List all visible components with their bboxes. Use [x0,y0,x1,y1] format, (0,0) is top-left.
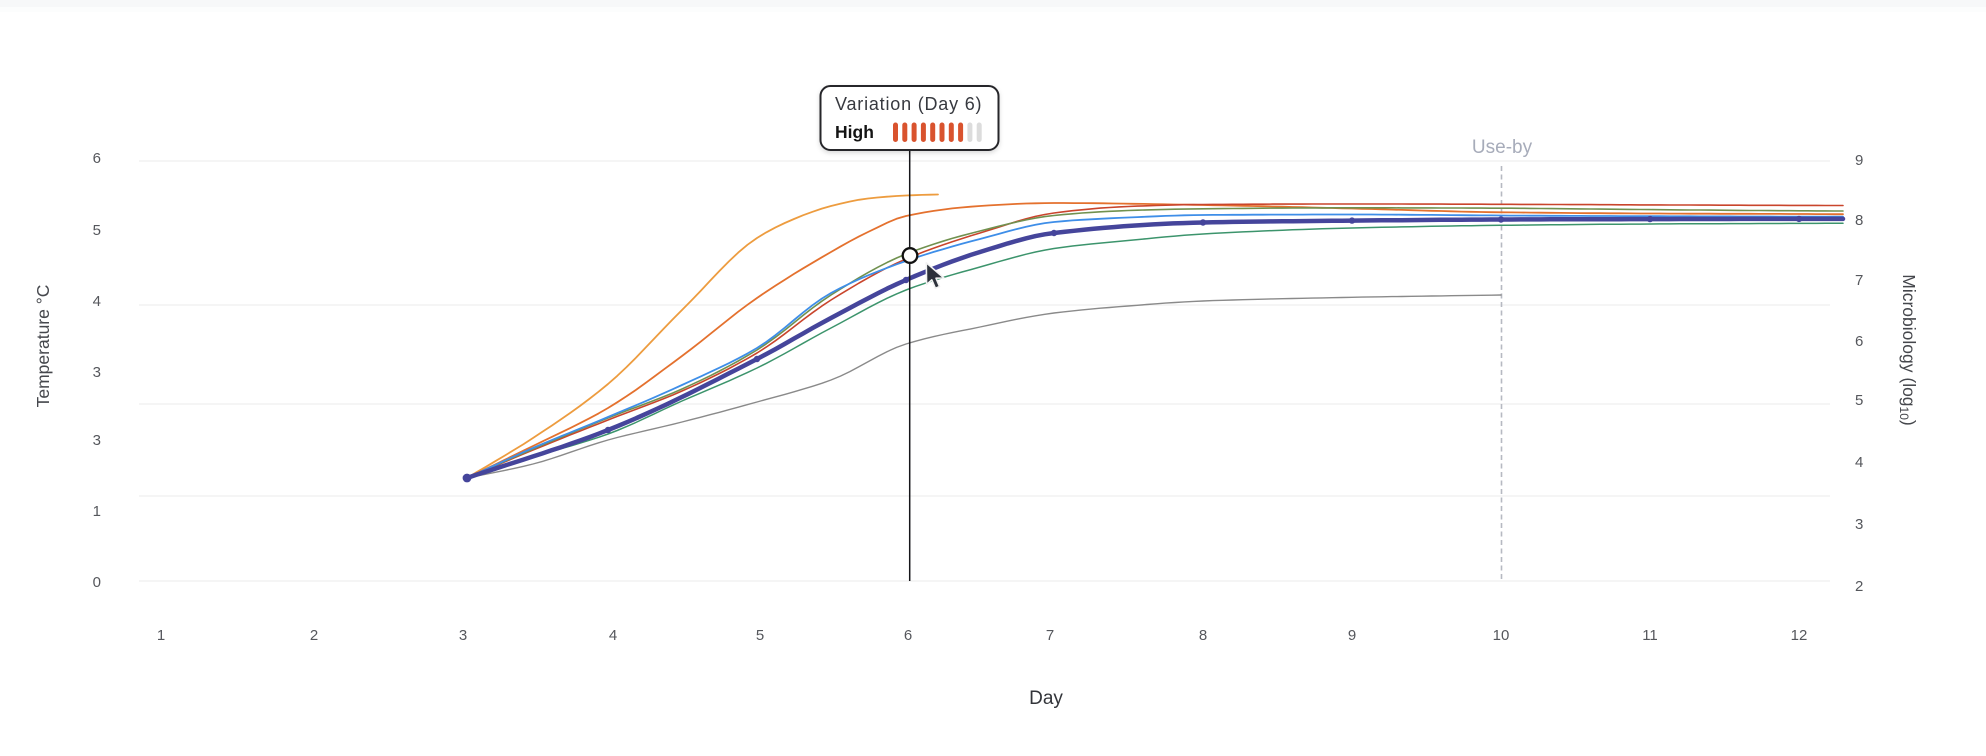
svg-text:2: 2 [310,627,318,644]
svg-text:Temperature °C: Temperature °C [33,285,53,408]
svg-text:5: 5 [756,627,764,644]
svg-text:2: 2 [1855,578,1863,595]
svg-text:Use-by: Use-by [1472,137,1533,158]
svg-text:5: 5 [93,222,101,239]
svg-text:3: 3 [1855,516,1863,533]
svg-text:9: 9 [1855,152,1863,169]
svg-text:0: 0 [93,574,101,591]
svg-text:4: 4 [93,293,101,310]
svg-text:Variation (Day 6): Variation (Day 6) [835,94,982,114]
svg-text:6: 6 [93,150,101,167]
svg-text:Microbiology (log10): Microbiology (log10) [1897,274,1919,425]
svg-text:8: 8 [1199,627,1207,644]
svg-text:4: 4 [1855,454,1863,471]
svg-text:1: 1 [93,503,101,520]
svg-text:7: 7 [1855,272,1863,289]
svg-text:6: 6 [904,627,912,644]
svg-text:3: 3 [93,364,101,381]
svg-text:8: 8 [1855,212,1863,229]
svg-text:1: 1 [157,627,165,644]
svg-text:7: 7 [1046,627,1054,644]
svg-text:3: 3 [459,627,467,644]
svg-text:9: 9 [1348,627,1356,644]
svg-text:6: 6 [1855,333,1863,350]
svg-text:4: 4 [609,627,617,644]
svg-text:10: 10 [1493,627,1510,644]
svg-text:12: 12 [1791,627,1808,644]
svg-text:Day: Day [1029,688,1063,709]
svg-text:High: High [835,122,874,142]
svg-text:3: 3 [93,432,101,449]
svg-text:5: 5 [1855,392,1863,409]
svg-text:11: 11 [1642,627,1658,644]
